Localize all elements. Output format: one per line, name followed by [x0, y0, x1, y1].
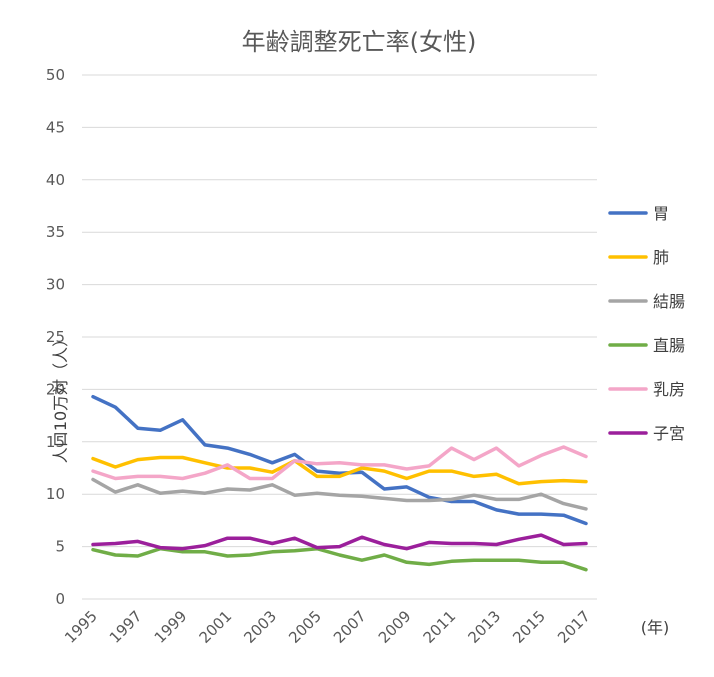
series-line-5	[91, 445, 588, 481]
legend-label-6: 子宮	[653, 424, 685, 443]
legend-label-5: 乳房	[653, 380, 685, 399]
y-tick-label: 10	[46, 485, 65, 503]
y-tick-label: 40	[46, 171, 65, 189]
y-tick-label: 20	[46, 380, 65, 398]
gridlines	[82, 74, 597, 600]
x-tick-label: 2017	[554, 607, 594, 647]
x-tick-label: 2011	[420, 607, 460, 647]
chart-title: 年齢調整死亡率(女性)	[242, 28, 477, 56]
x-axis-title: (年)	[641, 618, 670, 637]
y-tick-label: 45	[46, 118, 65, 136]
series-line-1	[91, 394, 588, 526]
y-tick-label: 5	[55, 538, 65, 556]
x-tick-label: 2003	[240, 607, 280, 647]
x-tick-label: 1995	[61, 607, 101, 647]
y-tick-label: 15	[46, 433, 65, 451]
x-tick-label: 2007	[330, 607, 370, 647]
y-axis-ticks: 0 5 10 15 20 25 30 35 40 45 50	[46, 66, 65, 608]
y-tick-label: 35	[46, 223, 65, 241]
x-tick-label: 2005	[285, 607, 325, 647]
x-tick-label: 1999	[151, 607, 191, 647]
legend-label-3: 結腸	[653, 292, 685, 311]
y-tick-label: 50	[46, 66, 65, 84]
y-axis-title: 人口10万対（人）	[51, 331, 70, 463]
series-line-4	[91, 546, 588, 572]
series-line-2	[91, 455, 588, 486]
x-tick-label: 2009	[375, 607, 415, 647]
y-tick-label: 0	[55, 590, 65, 608]
series-lines	[91, 394, 588, 572]
legend-label-2: 肺	[653, 248, 669, 267]
x-tick-label: 2001	[196, 607, 236, 647]
x-tick-label: 1997	[106, 607, 146, 647]
x-tick-label: 2015	[509, 607, 549, 647]
series-line-6	[91, 533, 588, 551]
y-tick-label: 25	[46, 328, 65, 346]
x-tick-label: 2013	[464, 607, 504, 647]
legend-label-4: 直腸	[653, 336, 685, 355]
x-axis-ticks: 1995 1997 1999 2001 2003 2005 2007 2009 2011 2013…	[61, 607, 594, 647]
legend-label-1: 胃	[653, 204, 669, 223]
y-tick-label: 30	[46, 276, 65, 294]
series-line-3	[91, 477, 588, 511]
